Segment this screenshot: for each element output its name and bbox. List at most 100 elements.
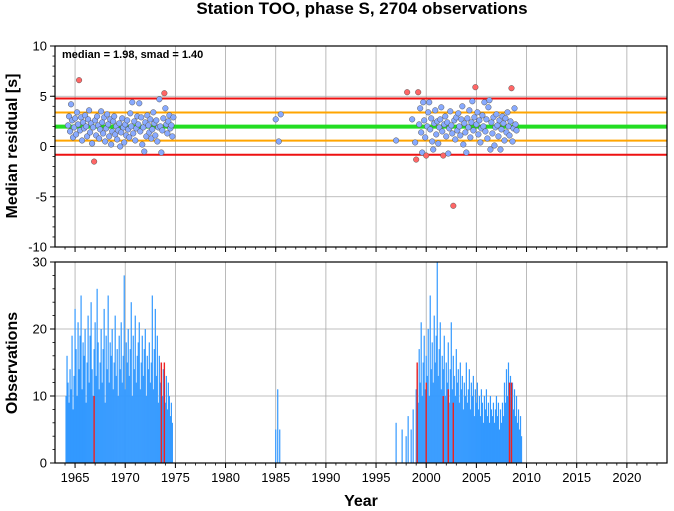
observation-bar bbox=[457, 369, 459, 463]
observation-bar bbox=[150, 362, 152, 463]
residual-point bbox=[422, 134, 429, 141]
observation-bar bbox=[166, 409, 168, 463]
residual-point bbox=[73, 131, 80, 138]
residual-point bbox=[97, 126, 104, 133]
residual-point bbox=[467, 134, 474, 141]
observation-bar bbox=[87, 315, 89, 463]
observation-bar bbox=[505, 369, 508, 463]
observation-bar bbox=[75, 349, 77, 463]
residual-point bbox=[504, 109, 511, 116]
x-tick-label: 1985 bbox=[261, 470, 290, 485]
residual-point bbox=[425, 109, 432, 116]
residual-point bbox=[433, 131, 440, 138]
observation-bar bbox=[417, 402, 419, 463]
observation-bar bbox=[101, 382, 103, 463]
observation-bar bbox=[107, 295, 109, 463]
residual-point bbox=[437, 116, 444, 123]
observation-bar bbox=[89, 335, 91, 463]
residual-point bbox=[463, 149, 470, 156]
x-tick-label: 1995 bbox=[362, 470, 391, 485]
observation-bar bbox=[454, 396, 456, 463]
residual-point bbox=[140, 124, 147, 131]
observations-bars bbox=[65, 262, 523, 463]
residual-point bbox=[426, 99, 433, 106]
observation-bar bbox=[516, 422, 519, 463]
residual-point bbox=[416, 121, 423, 128]
x-tick-label: 1970 bbox=[111, 470, 140, 485]
outlier-point bbox=[423, 152, 430, 159]
observation-bar bbox=[66, 355, 68, 463]
observation-bar bbox=[435, 335, 437, 463]
outlier-point bbox=[76, 77, 83, 84]
residual-point bbox=[152, 132, 159, 139]
observation-bar bbox=[165, 375, 167, 463]
residual-point bbox=[429, 138, 436, 145]
outlier-observation-bar bbox=[160, 362, 163, 463]
observation-bar bbox=[401, 429, 403, 463]
residual-point bbox=[502, 115, 509, 122]
observation-bar bbox=[395, 422, 397, 463]
observation-bar bbox=[423, 335, 425, 463]
observation-bar bbox=[487, 402, 490, 463]
observation-bar bbox=[426, 375, 428, 463]
outlier-observation-bar bbox=[163, 362, 166, 463]
observation-bar bbox=[503, 382, 506, 463]
observation-bar bbox=[474, 389, 476, 463]
residual-point bbox=[141, 148, 148, 155]
residual-point bbox=[150, 109, 157, 116]
residual-point bbox=[498, 126, 505, 133]
residual-point bbox=[137, 128, 144, 135]
observation-bar bbox=[104, 402, 106, 463]
residual-point bbox=[471, 114, 478, 121]
observations-y-ticks: 30 20 10 0 bbox=[33, 255, 55, 471]
observation-bar bbox=[138, 322, 140, 463]
observation-bar bbox=[464, 396, 466, 463]
residual-point bbox=[491, 142, 498, 149]
observation-bar bbox=[65, 396, 67, 463]
residual-point bbox=[493, 111, 500, 118]
observation-bar bbox=[144, 329, 146, 463]
observation-bar bbox=[497, 402, 500, 463]
residual-point bbox=[136, 100, 143, 107]
observation-bar bbox=[512, 409, 515, 463]
observation-bar bbox=[130, 302, 132, 463]
observation-bar bbox=[148, 342, 150, 463]
residual-point bbox=[443, 133, 450, 140]
outlier-point bbox=[161, 90, 168, 97]
observation-bar bbox=[407, 416, 409, 463]
observation-bar bbox=[115, 375, 117, 463]
observation-bar bbox=[468, 369, 470, 463]
observation-bar bbox=[156, 335, 158, 463]
residual-point bbox=[473, 121, 480, 128]
observation-bar bbox=[84, 329, 86, 463]
observation-bar bbox=[463, 382, 465, 463]
observation-bar bbox=[151, 295, 153, 463]
observation-bar bbox=[94, 322, 96, 463]
observation-bar bbox=[478, 396, 480, 463]
observations-y-tick-label: 20 bbox=[33, 322, 47, 337]
residual-point bbox=[469, 98, 476, 105]
residual-point bbox=[277, 111, 284, 118]
residual-point bbox=[147, 116, 154, 123]
residual-point bbox=[509, 138, 516, 145]
residual-point bbox=[436, 124, 443, 131]
residual-panel: 10 5 0 -5 -10 median = 1.98, smad = 1.40 Med… bbox=[4, 39, 668, 255]
outlier-point bbox=[440, 152, 447, 159]
outlier-point bbox=[91, 158, 98, 165]
observation-bar bbox=[455, 349, 457, 463]
observations-y-tick-label: 30 bbox=[33, 255, 47, 270]
residual-point bbox=[435, 140, 442, 147]
observation-bar bbox=[77, 322, 79, 463]
residual-point bbox=[474, 109, 481, 116]
observation-bar bbox=[164, 402, 166, 463]
observation-bar bbox=[520, 436, 523, 463]
observation-bar bbox=[443, 335, 445, 463]
observation-bar bbox=[108, 382, 110, 463]
observation-bar bbox=[465, 362, 467, 463]
observation-bar bbox=[116, 349, 118, 463]
observation-bar bbox=[74, 308, 76, 463]
residual-point bbox=[430, 146, 437, 153]
residual-point bbox=[470, 127, 477, 134]
residual-point bbox=[442, 113, 449, 120]
observation-bar bbox=[473, 416, 475, 463]
